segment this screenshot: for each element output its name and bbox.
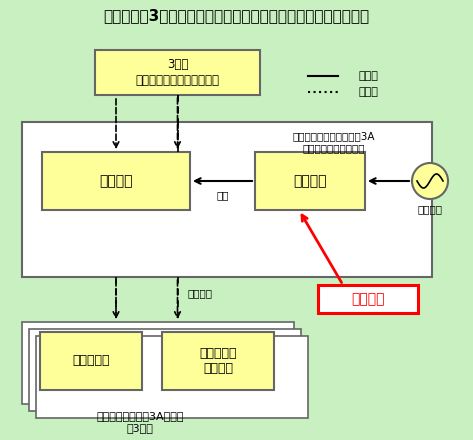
- Text: ディーゼル発電機3Aエリア
計3箇所: ディーゼル発電機3Aエリア 計3箇所: [96, 411, 184, 433]
- Text: 火災感知器: 火災感知器: [72, 355, 110, 367]
- Bar: [36, 336, 308, 418]
- Text: 電源系: 電源系: [358, 71, 378, 81]
- Text: 制御回路: 制御回路: [99, 174, 133, 188]
- Text: 二酸化炭素
消火装置: 二酸化炭素 消火装置: [199, 347, 237, 375]
- Bar: [318, 285, 418, 313]
- Bar: [29, 329, 301, 411]
- Text: 交流電源: 交流電源: [418, 204, 443, 214]
- Text: 3号機
中央制御室　火災受信機盤: 3号機 中央制御室 火災受信機盤: [135, 59, 219, 87]
- Text: 電源装置: 電源装置: [293, 174, 327, 188]
- Text: 直流: 直流: [216, 190, 229, 200]
- Circle shape: [412, 163, 448, 199]
- Bar: [255, 152, 365, 210]
- Text: 伊方発電所3号機　非常用ディーゼル発電機室消火設備　概略図: 伊方発電所3号機 非常用ディーゼル発電機室消火設備 概略図: [103, 8, 369, 23]
- Text: 起動信号: 起動信号: [187, 288, 212, 298]
- Text: 二酸化炭素消火設備器: 二酸化炭素消火設備器: [303, 143, 365, 153]
- Bar: [40, 332, 142, 390]
- Text: 当該箇所: 当該箇所: [351, 292, 385, 306]
- Text: 非常用ディーゼル発電機3A: 非常用ディーゼル発電機3A: [293, 131, 375, 141]
- Bar: [22, 322, 294, 404]
- Text: 信号系: 信号系: [358, 87, 378, 97]
- Bar: [162, 332, 274, 390]
- Bar: [95, 50, 260, 95]
- Bar: [22, 122, 432, 277]
- Bar: [42, 152, 190, 210]
